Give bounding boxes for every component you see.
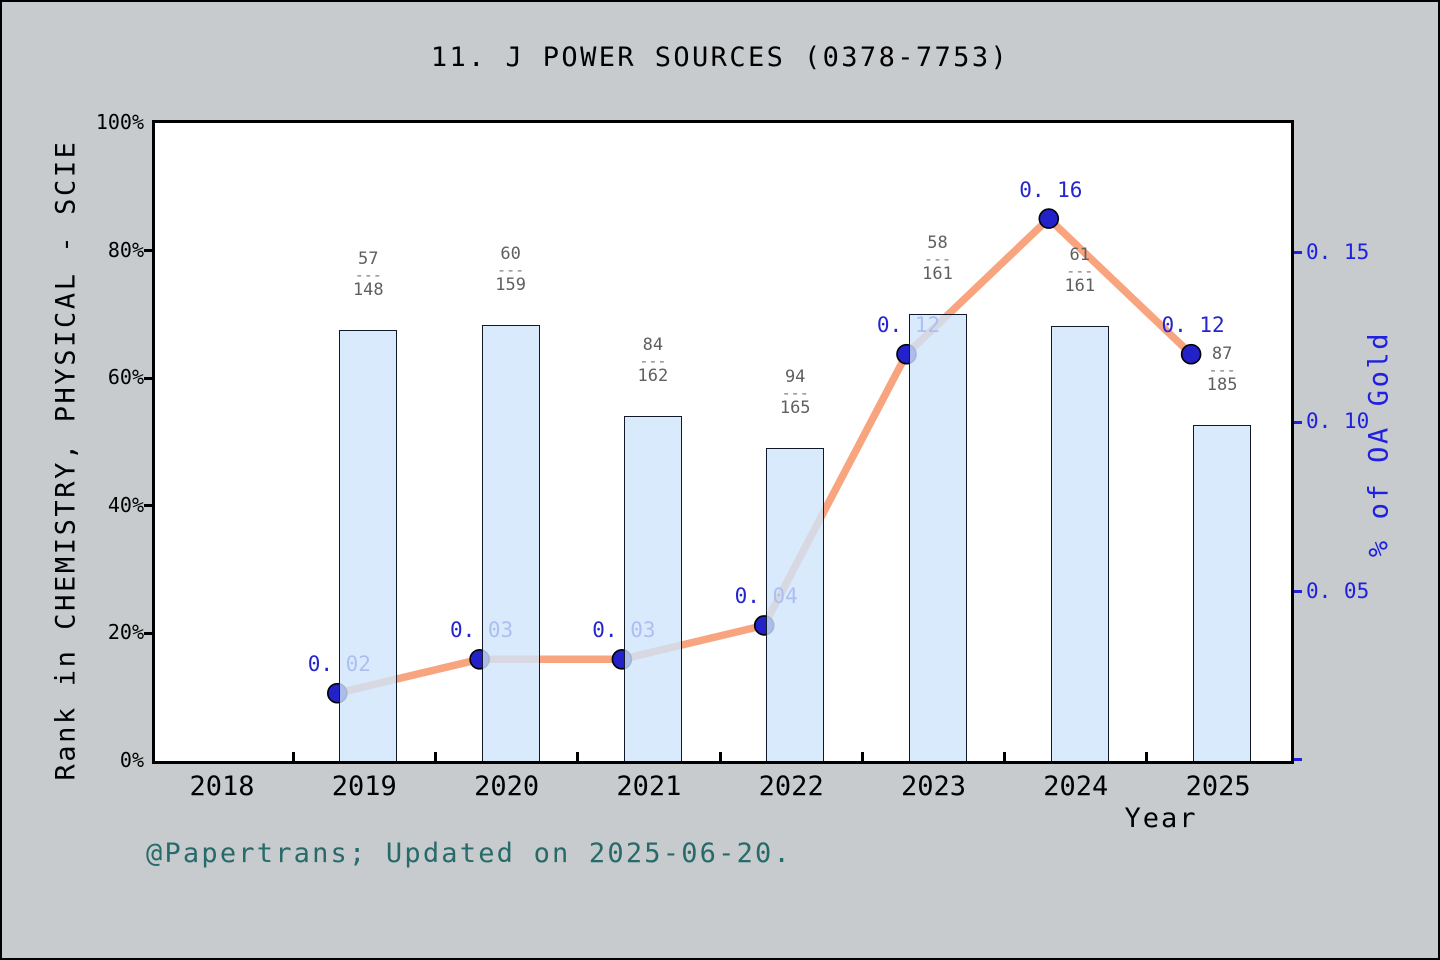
fraction-separator: ---: [497, 261, 525, 280]
fraction-separator: ---: [354, 266, 382, 285]
left-tick-mark: [144, 376, 152, 380]
rank-denominator-2025: 185: [1206, 374, 1238, 395]
rank-fraction-2021: 84 --- 162: [603, 334, 703, 386]
rank-numerator-2020: 60: [500, 244, 521, 265]
bar-2024: [1050, 325, 1109, 761]
bar-2023: [908, 314, 967, 761]
x-tick-label-2023: 2023: [900, 771, 967, 802]
x-tick-label-2024: 2024: [1043, 771, 1109, 802]
rank-denominator-2021: 162: [637, 365, 669, 386]
rank-fraction-2020: 60 --- 159: [461, 245, 561, 295]
left-tick-label-80%: 80%: [107, 237, 144, 262]
bar-2020: [481, 325, 540, 761]
bar-2022: [766, 448, 825, 761]
left-axis-title: Rank in CHEMISTRY, PHYSICAL - SCIE: [50, 139, 82, 781]
right-tick-label-0.1: 0. 10: [1306, 409, 1370, 433]
right-tick-label-0.15: 0. 15: [1306, 239, 1370, 264]
footer-credit: @Papertrans; Updated on 2025-06-20.: [146, 838, 792, 869]
x-minor-tick: [718, 752, 722, 761]
right-tick-mark: [1294, 420, 1302, 424]
x-minor-tick: [1003, 752, 1007, 761]
oa-gold-marker-2024: [1038, 208, 1060, 229]
rank-numerator-2019: 57: [358, 249, 379, 270]
x-tick-label-2022: 2022: [758, 771, 824, 802]
rank-fraction-2025: 87 --- 185: [1172, 343, 1272, 395]
rank-numerator-2024: 61: [1069, 244, 1091, 265]
rank-denominator-2023: 161: [922, 264, 953, 285]
x-minor-tick: [860, 752, 864, 761]
bar-2025: [1193, 424, 1252, 761]
right-axis-title: % of OA Gold: [1363, 330, 1395, 558]
plot-inner: 0% 20% 40% 60% 80% 100% 0. 05 0. 10 0. 15 2018 201…: [96, 110, 1369, 802]
left-tick-label-0%: 0%: [119, 748, 144, 772]
right-tick-mark: [1294, 251, 1302, 254]
fraction-separator: ---: [1066, 261, 1094, 280]
rank-numerator-2022: 94: [784, 367, 806, 388]
x-tick-label-2025: 2025: [1185, 771, 1251, 802]
fraction-separator: ---: [639, 351, 667, 370]
x-tick-label-2021: 2021: [616, 771, 682, 802]
oa-gold-value-2025: 0. 12: [1161, 313, 1225, 338]
fraction-separator: ---: [1208, 360, 1236, 379]
left-tick-label-100%: 100%: [95, 110, 144, 134]
right-tick-mark-zero: [1294, 758, 1302, 761]
x-minor-tick: [291, 752, 295, 761]
rank-numerator-2023: 58: [927, 233, 948, 254]
rank-fraction-2023: 58 --- 161: [888, 234, 988, 284]
rank-denominator-2020: 159: [495, 275, 526, 296]
chart-title: 11. J POWER SOURCES (0378-7753): [430, 42, 1010, 73]
bar-2021: [623, 415, 682, 761]
x-minor-tick: [576, 752, 580, 761]
x-tick-label-2018: 2018: [189, 771, 255, 802]
oa-gold-value-2024: 0. 16: [1019, 177, 1083, 202]
right-tick-label-0.05: 0. 05: [1306, 578, 1370, 603]
left-tick-mark: [144, 504, 152, 508]
left-tick-label-20%: 20%: [107, 620, 144, 645]
rank-denominator-2024: 161: [1064, 275, 1096, 296]
x-tick-label-2019: 2019: [331, 771, 397, 802]
x-tick-label-2020: 2020: [474, 771, 540, 802]
rank-fraction-2019: 57 --- 148: [318, 250, 418, 300]
rank-fraction-2022: 94 --- 165: [745, 368, 845, 418]
rank-numerator-2021: 84: [642, 334, 664, 355]
right-tick-mark: [1294, 590, 1302, 593]
left-tick-label-60%: 60%: [107, 365, 144, 390]
rank-denominator-2019: 148: [352, 280, 384, 301]
bar-2019: [339, 330, 398, 761]
fraction-separator: ---: [923, 250, 952, 269]
x-minor-tick: [1145, 752, 1149, 761]
rank-numerator-2025: 87: [1211, 343, 1233, 364]
left-tick-label-40%: 40%: [107, 492, 144, 517]
fraction-separator: ---: [781, 384, 809, 403]
left-tick-mark: [144, 631, 152, 635]
rank-fraction-2024: 61 --- 161: [1030, 244, 1130, 296]
left-tick-mark: [144, 249, 152, 253]
rank-denominator-2022: 165: [779, 398, 811, 419]
x-minor-tick: [433, 752, 437, 761]
oa-gold-marker-2025: [1180, 343, 1202, 365]
x-axis-title: Year: [1124, 803, 1198, 834]
plot-area: 0% 20% 40% 60% 80% 100% 0. 05 0. 10 0. 15 2018 201…: [96, 110, 1369, 802]
